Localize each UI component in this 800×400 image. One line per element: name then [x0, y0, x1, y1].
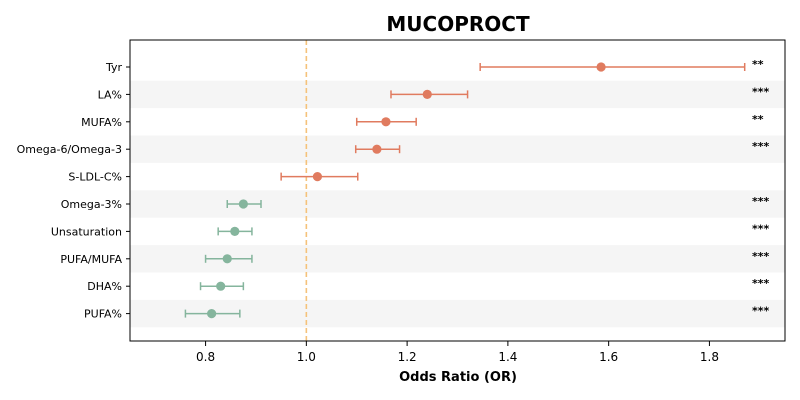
- plot-frame: [129, 39, 786, 342]
- row-pufa-: [184, 309, 241, 319]
- row-la-: [390, 89, 469, 99]
- x-tick-label: 1.0: [297, 350, 316, 364]
- row-omega-3-: [226, 199, 262, 209]
- significance-labels: *************************: [752, 58, 770, 318]
- significance-label: ***: [752, 85, 770, 98]
- significance-label: ***: [752, 140, 770, 153]
- row-dha-: [199, 281, 245, 291]
- significance-label: **: [752, 113, 764, 126]
- row-tyr: [479, 62, 746, 72]
- y-tick-label: S-LDL-C%: [68, 171, 122, 184]
- y-tick-label: PUFA/MUFA: [60, 253, 122, 266]
- significance-label: ***: [752, 222, 770, 235]
- chart-title: MUCOPROCT: [386, 12, 530, 36]
- data-marks: [184, 62, 746, 319]
- row-s-ldl-c-: [280, 172, 359, 182]
- significance-label: ***: [752, 305, 770, 318]
- row-mufa-: [355, 117, 417, 127]
- odds-ratio-point: [381, 117, 391, 127]
- row-band: [130, 135, 785, 163]
- x-tick-label: 1.8: [700, 350, 719, 364]
- odds-ratio-point: [422, 89, 432, 99]
- odds-ratio-point: [372, 144, 382, 154]
- odds-ratio-point: [596, 62, 606, 72]
- y-axis-labels: Tyr LA% MUFA% Omega-6/Omega-3 S-LDL-C% Omega-…: [17, 61, 130, 321]
- x-tick-label: 1.2: [398, 350, 417, 364]
- x-axis-label: Odds Ratio (OR): [399, 370, 517, 385]
- odds-ratio-point: [230, 226, 240, 236]
- odds-ratio-point: [207, 309, 217, 319]
- y-tick-label: DHA%: [87, 280, 122, 293]
- y-tick-label: Tyr: [105, 61, 123, 74]
- significance-label: ***: [752, 250, 770, 263]
- y-tick-label: Unsaturation: [51, 225, 122, 238]
- x-tick-label: 1.4: [498, 350, 517, 364]
- x-tick-label: 0.8: [196, 350, 215, 364]
- row-unsaturation: [217, 226, 253, 236]
- y-tick-label: MUFA%: [81, 116, 122, 129]
- y-tick-label: LA%: [98, 88, 122, 101]
- x-tick-label: 1.6: [599, 350, 618, 364]
- row-pufa-mufa: [204, 254, 253, 264]
- y-tick-label: Omega-6/Omega-3: [17, 143, 122, 156]
- y-tick-label: PUFA%: [84, 308, 122, 321]
- odds-ratio-point: [222, 254, 232, 264]
- significance-label: **: [752, 58, 764, 71]
- odds-ratio-point: [238, 199, 248, 209]
- significance-label: ***: [752, 195, 770, 208]
- row-omega-6-omega-3: [354, 144, 401, 154]
- odds-ratio-point: [312, 172, 323, 182]
- significance-label: ***: [752, 277, 770, 290]
- x-axis: 0.8 1.0 1.2 1.4 1.6 1.8: [196, 341, 719, 364]
- y-tick-label: Omega-3%: [61, 198, 122, 211]
- odds-ratio-point: [216, 281, 226, 291]
